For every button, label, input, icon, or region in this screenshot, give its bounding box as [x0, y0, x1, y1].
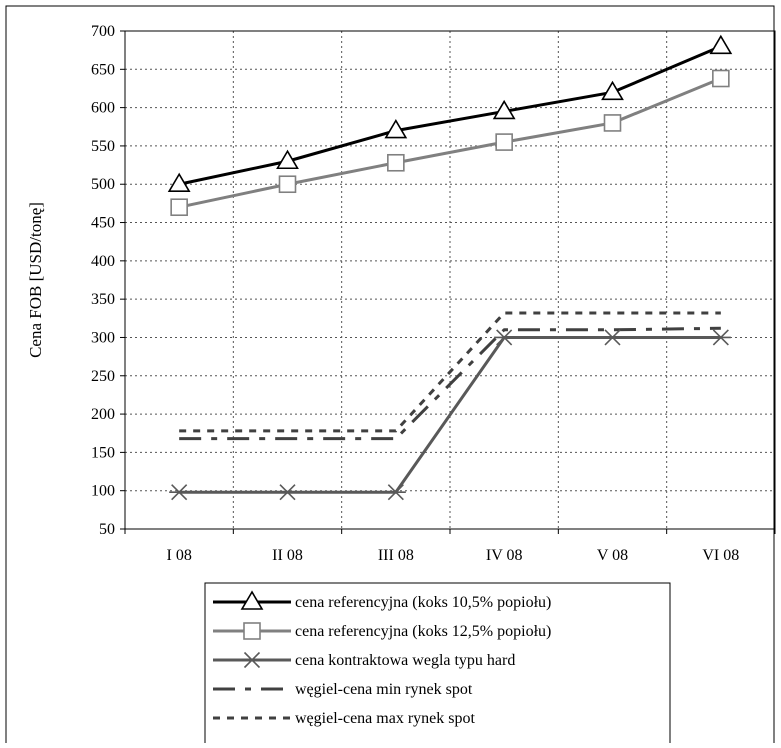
- y-axis-title: Cena FOB [USD/tonę]: [26, 202, 45, 358]
- legend-label: cena referencyjna (koks 10,5% popiołu): [295, 594, 551, 611]
- y-tick-label: 150: [91, 444, 115, 461]
- y-tick-label: 700: [91, 23, 115, 40]
- y-tick-label: 50: [99, 521, 115, 538]
- y-tick-label: 500: [91, 176, 115, 193]
- legend-label: cena kontraktowa wegla typu hard: [295, 652, 515, 669]
- data-point-square: [171, 199, 187, 215]
- legend-label: cena referencyjna (koks 12,5% popiołu): [295, 623, 551, 640]
- legend-label: węgiel-cena max rynek spot: [295, 710, 475, 727]
- x-tick-label: I 08: [167, 547, 192, 564]
- x-tick-label: VI 08: [702, 547, 739, 564]
- y-tick-label: 600: [91, 100, 115, 117]
- y-tick-label: 550: [91, 138, 115, 155]
- data-point-square: [280, 176, 296, 192]
- x-tick-label: III 08: [378, 547, 414, 564]
- data-point-square: [605, 115, 621, 131]
- legend-marker-square: [244, 623, 260, 639]
- y-tick-label: 350: [91, 291, 115, 308]
- x-tick-label: V 08: [597, 547, 628, 564]
- y-tick-label: 100: [91, 483, 115, 500]
- data-point-square: [496, 134, 512, 150]
- y-tick-label: 300: [91, 329, 115, 346]
- x-tick-label: II 08: [272, 547, 303, 564]
- data-point-square: [713, 71, 729, 87]
- y-tick-label: 450: [91, 215, 115, 232]
- y-tick-label: 200: [91, 406, 115, 423]
- y-tick-label: 400: [91, 253, 115, 270]
- y-tick-label: 650: [91, 61, 115, 78]
- legend-label: węgiel-cena min rynek spot: [295, 681, 473, 698]
- y-tick-label: 250: [91, 368, 115, 385]
- x-tick-label: IV 08: [486, 547, 523, 564]
- legend-item: cena kontraktowa wegla typu hard: [213, 652, 515, 669]
- legend: cena referencyjna (koks 10,5% popiołu) ce…: [205, 583, 670, 743]
- data-point-square: [388, 155, 404, 171]
